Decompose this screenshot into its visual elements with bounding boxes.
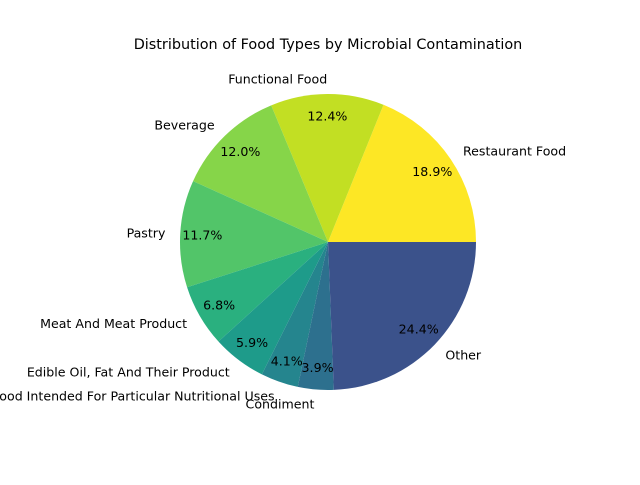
slice-category-label: Other — [445, 347, 482, 362]
slice-category-label: Functional Food — [228, 72, 327, 87]
pie-slice — [328, 104, 477, 243]
slice-category-label: Meat And Meat Product — [40, 316, 187, 331]
pie-slices — [180, 94, 477, 391]
chart-title: Distribution of Food Types by Microbial … — [134, 37, 523, 53]
slice-category-label: Restaurant Food — [463, 143, 566, 158]
percent-labels: 18.9% 12.4% 12.0% 11.7% 6.8% 5.9%4.1%3.9% 24.4… — [182, 109, 452, 375]
slice-category-label: Edible Oil, Fat And Their Product — [27, 364, 230, 379]
slice-category-label: Beverage — [154, 118, 214, 133]
pie-slice — [180, 181, 328, 288]
slice-percent-label: 18.9% — [412, 164, 452, 179]
slice-percent-label: 6.8% — [203, 297, 235, 312]
slice-percent-label: 12.0% — [220, 144, 260, 159]
slice-category-label: Condiment — [246, 397, 315, 412]
slice-percent-label: 12.4% — [307, 109, 347, 124]
pie-slice — [328, 242, 476, 390]
pie-slice — [193, 105, 328, 242]
pie-slice — [271, 94, 384, 242]
pie-slice — [218, 242, 328, 375]
pie-slice — [187, 242, 328, 342]
slice-percent-label: 4.1% — [271, 353, 303, 368]
slice-percent-label: 11.7% — [182, 227, 222, 242]
slice-percent-label: 3.9% — [302, 360, 334, 375]
slice-category-label: Food Intended For Particular Nutritional… — [0, 388, 275, 403]
slice-category-label: Pastry — [127, 225, 166, 240]
category-labels: Restaurant Food Functional Food Beverage Pa… — [0, 72, 566, 412]
pie-slice — [261, 242, 328, 387]
slice-percent-label: 24.4% — [399, 322, 439, 337]
pie-slice — [297, 242, 334, 391]
slice-percent-label: 5.9% — [236, 335, 268, 350]
